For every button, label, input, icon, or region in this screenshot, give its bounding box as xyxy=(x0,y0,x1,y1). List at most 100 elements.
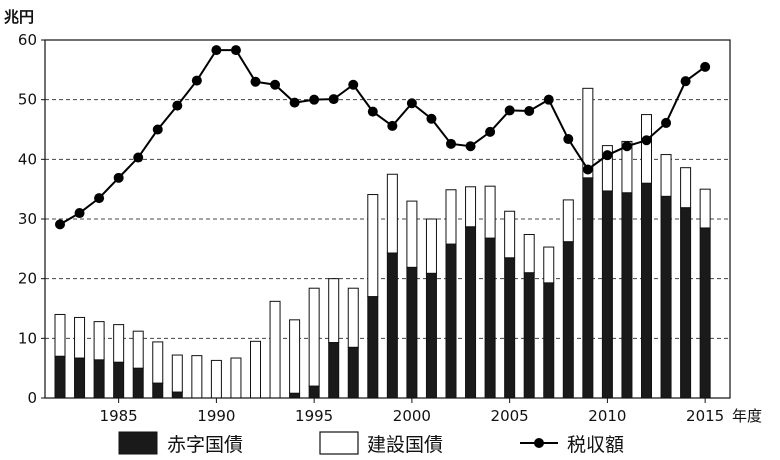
tax-revenue-point-2004 xyxy=(485,126,496,137)
bar-deficit-bond-2009 xyxy=(582,177,594,399)
bar-construction-bond-1989 xyxy=(191,355,203,399)
bar-deficit-bond-2011 xyxy=(621,192,633,399)
legend-marker-tax-revenue xyxy=(534,438,544,448)
bar-deficit-bond-2001 xyxy=(425,272,437,399)
bar-deficit-bond-1996 xyxy=(328,342,340,399)
y-tick-label-20: 20 xyxy=(18,270,37,288)
legend-label-tax-revenue: 税収額 xyxy=(567,434,624,456)
tax-revenue-path xyxy=(59,49,706,226)
bar-deficit-bond-1997 xyxy=(347,346,359,399)
bar-construction-bond-1994 xyxy=(289,319,301,394)
tax-revenue-point-1999 xyxy=(387,120,398,131)
bar-construction-bond-2012 xyxy=(641,114,652,184)
tax-revenue-point-2005 xyxy=(504,105,515,116)
bars xyxy=(54,87,711,399)
x-axis-ticks: 1985 1990 1995 2000 2005 2010 2015 xyxy=(100,398,724,425)
bar-construction-bond-1991 xyxy=(230,357,242,399)
bar-deficit-bond-2000 xyxy=(406,266,418,399)
tax-revenue-point-1998 xyxy=(367,106,378,117)
x-tick-label-2015: 2015 xyxy=(686,407,724,425)
bar-construction-bond-1985 xyxy=(113,324,125,363)
bar-construction-bond-1990 xyxy=(210,359,222,399)
bar-construction-bond-1999 xyxy=(386,173,398,254)
tax-revenue-point-2015 xyxy=(700,61,711,72)
bar-deficit-bond-2014 xyxy=(680,207,692,399)
y-axis-ticks: 0 10 20 30 40 50 60 xyxy=(18,31,45,407)
tax-revenue-point-2014 xyxy=(680,76,691,87)
x-unit-label: 年度 xyxy=(732,407,762,425)
bar-construction-bond-1997 xyxy=(347,287,359,348)
bar-construction-bond-1984 xyxy=(93,321,105,361)
bar-construction-bond-2010 xyxy=(601,145,613,192)
tax-revenue-point-1995 xyxy=(309,94,320,105)
bar-construction-bond-2005 xyxy=(504,210,516,259)
x-tick-label-1995: 1995 xyxy=(295,407,333,425)
tax-revenue-point-2011 xyxy=(621,141,632,152)
tax-revenue-point-1992 xyxy=(250,76,261,87)
bar-deficit-bond-2005 xyxy=(504,257,516,399)
bar-deficit-bond-2013 xyxy=(660,195,672,399)
bar-deficit-bond-1987 xyxy=(152,382,164,399)
bar-construction-bond-2009 xyxy=(582,87,594,179)
x-tick-label-2005: 2005 xyxy=(491,407,529,425)
bar-construction-bond-2001 xyxy=(425,218,437,274)
tax-revenue-point-2000 xyxy=(406,98,417,109)
bar-deficit-bond-2004 xyxy=(484,237,496,399)
bar-construction-bond-2000 xyxy=(406,200,418,268)
bar-deficit-bond-1983 xyxy=(74,357,86,399)
bar-construction-bond-2003 xyxy=(465,186,477,228)
bar-construction-bond-1982 xyxy=(54,313,66,357)
bar-deficit-bond-1984 xyxy=(93,359,105,399)
bar-deficit-bond-2006 xyxy=(523,272,535,399)
tax-revenue-point-1985 xyxy=(113,172,124,183)
bar-deficit-bond-2002 xyxy=(445,243,457,399)
bar-construction-bond-1987 xyxy=(152,341,164,384)
bar-deficit-bond-2003 xyxy=(465,226,477,399)
legend: 赤字国債 建設国債 税収額 xyxy=(118,431,624,456)
bar-construction-bond-1998 xyxy=(367,194,379,298)
bar-deficit-bond-2010 xyxy=(601,190,613,399)
bar-deficit-bond-2008 xyxy=(562,241,574,399)
tax-revenue-point-1988 xyxy=(172,100,183,111)
bar-deficit-bond-2007 xyxy=(543,282,555,399)
legend-swatch-construction-bond xyxy=(319,431,359,455)
plot-frame xyxy=(44,39,731,399)
bar-construction-bond-2015 xyxy=(699,188,711,229)
tax-revenue-point-2013 xyxy=(661,117,672,128)
bar-construction-bond-2008 xyxy=(562,199,574,243)
bar-construction-bond-2004 xyxy=(484,185,496,239)
y-tick-label-50: 50 xyxy=(18,91,37,109)
tax-revenue-point-1986 xyxy=(133,152,144,163)
bar-construction-bond-1983 xyxy=(74,316,86,359)
bar-deficit-bond-1982 xyxy=(54,355,66,399)
bar-deficit-bond-1995 xyxy=(308,385,320,399)
tax-revenue-point-1997 xyxy=(348,79,359,90)
bar-deficit-bond-1985 xyxy=(113,361,125,399)
tax-revenue-point-2003 xyxy=(465,141,476,152)
y-tick-label-10: 10 xyxy=(18,329,37,347)
bar-construction-bond-1995 xyxy=(308,287,320,387)
bar-construction-bond-1988 xyxy=(171,354,183,393)
y-tick-label-0: 0 xyxy=(27,389,37,407)
x-tick-label-2010: 2010 xyxy=(588,407,626,425)
tax-revenue-point-1983 xyxy=(74,208,85,219)
tax-revenue-point-1996 xyxy=(328,94,339,105)
tax-revenue-point-2007 xyxy=(543,94,554,105)
tax-revenue-point-1993 xyxy=(270,79,281,90)
bar-construction-bond-1986 xyxy=(132,330,144,369)
x-tick-label-1985: 1985 xyxy=(100,407,138,425)
tax-revenue-point-2010 xyxy=(602,150,613,161)
tax-revenue-point-1989 xyxy=(191,75,202,86)
legend-swatch-deficit-bond xyxy=(118,431,158,455)
x-tick-label-2000: 2000 xyxy=(393,407,431,425)
tax-revenue-point-2001 xyxy=(426,113,437,124)
y-unit-label: 兆円 xyxy=(4,8,34,26)
tax-revenue-point-1984 xyxy=(94,193,105,204)
bar-deficit-bond-1988 xyxy=(171,391,183,399)
tax-revenue-point-1994 xyxy=(289,97,300,108)
y-tick-label-30: 30 xyxy=(18,210,37,228)
bar-construction-bond-2014 xyxy=(680,167,692,209)
tax-revenue-line xyxy=(55,45,711,230)
bar-deficit-bond-2015 xyxy=(699,227,711,399)
y-tick-label-40: 40 xyxy=(18,150,37,168)
